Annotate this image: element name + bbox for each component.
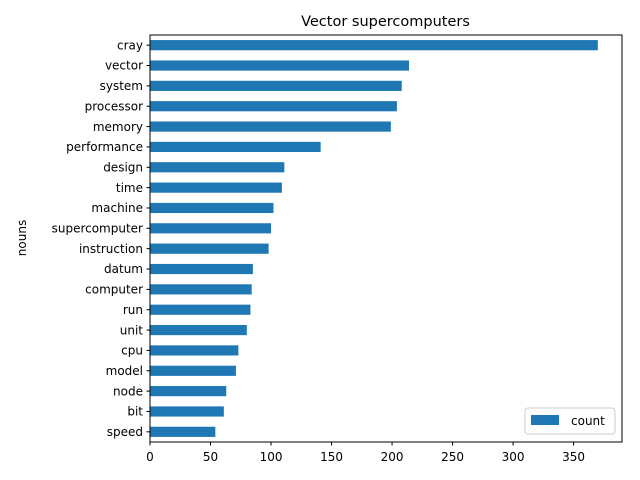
bar-supercomputer [150,223,272,234]
bar-instruction [150,243,269,254]
x-tick-label: 250 [441,450,464,464]
bar-time [150,182,282,193]
x-tick-label: 50 [203,450,218,464]
y-tick-label: machine [91,201,143,215]
legend: count [524,407,616,435]
bar-vector [150,60,409,71]
bar-processor [150,101,397,112]
y-tick-label: node [113,384,143,398]
bar-model [150,365,236,376]
y-tick-label: memory [93,120,143,134]
bar-memory [150,121,391,132]
y-axis-ticks: cray vector system processor memory performan… [52,38,150,439]
x-tick-label: 100 [260,450,283,464]
y-tick-label: processor [85,99,143,113]
x-axis-ticks: 0 50 100 150 200 250 300 350 [146,442,585,464]
y-tick-label: model [106,364,143,378]
y-tick-label: cray [117,38,143,52]
y-tick-label: bit [127,405,143,419]
bar-design [150,162,285,173]
y-tick-label: supercomputer [52,222,143,236]
bar-performance [150,141,321,153]
bar-machine [150,202,274,214]
bar-bit [150,406,224,417]
y-tick-label: instruction [79,242,143,256]
y-tick-label: performance [66,140,143,154]
legend-swatch [531,415,559,425]
y-tick-label: cpu [121,344,143,358]
x-tick-label: 150 [320,450,343,464]
plot-frame [149,34,623,443]
bar-run [150,304,251,315]
legend-label: count [571,414,605,428]
y-tick-label: run [123,303,143,317]
x-tick-label: 200 [381,450,404,464]
x-tick-label: 300 [502,450,525,464]
bar-speed [150,426,216,437]
bar-datum [150,263,253,275]
chart-title: Vector supercomputers [301,14,470,30]
bar-node [150,386,227,397]
y-tick-label: time [116,181,143,195]
y-tick-label: system [100,79,143,93]
y-tick-label: datum [104,262,143,276]
x-tick-label: 350 [562,450,585,464]
bar-computer [150,284,252,295]
y-tick-label: unit [120,323,144,337]
bar-system [150,80,402,91]
y-tick-label: computer [85,283,143,297]
bar-cpu [150,345,239,356]
bar-cray [150,40,598,51]
bars-group [150,40,598,437]
y-tick-label: design [103,160,143,174]
legend-box [524,407,616,435]
bar-unit [150,324,247,336]
y-tick-label: speed [107,425,143,439]
y-axis-label: nouns [15,220,29,256]
y-tick-label: vector [105,59,143,73]
x-tick-label: 0 [146,450,154,464]
